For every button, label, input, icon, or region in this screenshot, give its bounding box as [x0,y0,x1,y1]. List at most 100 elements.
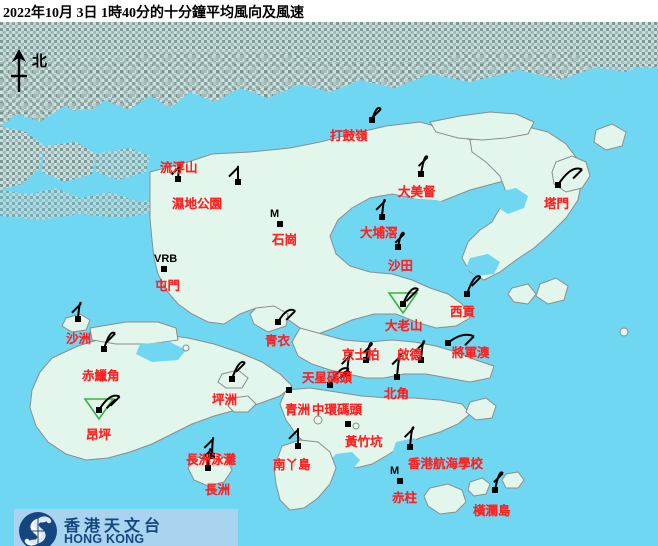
wind-station-24 [203,437,215,459]
wind-barb-shaft [231,361,246,380]
station-label: 流浮山 [160,161,198,175]
wind-station-0 [369,106,382,123]
wind-barb-feather [235,362,246,373]
station-marker [229,376,235,382]
wind-barb-feather [203,438,215,449]
station-label: 坪洲 [212,393,238,407]
station-flag: M [390,465,400,477]
station-label: 昂坪 [86,428,112,442]
wind-station-20 [286,387,292,393]
wind-station-13 [362,342,374,363]
station-label: 青衣 [265,334,291,348]
station-marker [235,179,241,185]
wind-station-11 [71,301,82,322]
wind-barb-feather [371,108,382,119]
station-marker [205,465,211,471]
wind-barb-feather [285,310,296,321]
wind-barb-feather [201,449,212,460]
station-marker [175,176,181,182]
station-marker [369,117,375,123]
wind-barb-feather [470,276,482,287]
logo-title-zh: 香港天文台 [64,518,165,535]
wind-barb-shaft [329,367,350,386]
wind-station-15 [445,333,475,346]
station-label: 西貢 [450,305,476,319]
wind-barb-feather [105,332,116,344]
station-marker [379,214,385,220]
wind-station-6 [277,221,283,227]
station-marker [345,421,351,427]
station-label: 沙洲 [66,332,92,346]
station-label: 沙田 [388,259,414,273]
wind-station-5 [375,198,387,220]
wind-barb-feather [464,335,475,346]
station-marker [394,374,400,380]
station-label: 濕地公園 [172,197,223,211]
station-label: 塔門 [544,197,570,211]
wind-barb-shaft [402,287,419,305]
wind-station-4 [555,167,583,188]
wind-station-1 [170,163,182,182]
wind-barb-shaft [98,394,121,411]
wind-station-2 [228,165,241,185]
north-arrow: 北 [6,48,62,94]
wind-barb-shaft [466,275,482,295]
gale-triangle-icon [83,398,115,421]
wind-barb-feather [340,354,352,365]
station-label: 屯門 [155,279,181,293]
wind-barb-feather [394,233,405,244]
wind-station-8 [161,266,167,272]
wind-map-canvas: 北 打鼓嶺 流浮山 濕地公園 大美督 塔門 大埔滘 石崗 M 沙田 屯門 VRB 西貢 大老山 沙洲 青衣京… [0,22,658,546]
wind-barb-feather [105,398,117,410]
station-marker [445,340,451,346]
station-label: 啟德 [397,348,423,362]
logo-title-en: HONG KONG OBSERVATORY [64,532,145,546]
station-label: 橫瀾島 [473,504,511,518]
station-label: 將軍澳 [452,346,490,360]
wind-station-27 [201,448,212,471]
station-marker [101,346,107,352]
wind-station-12 [275,308,296,325]
wind-barb-feather [228,166,239,178]
wind-barb-feather [170,164,182,176]
station-label: 大埔滘 [360,226,398,240]
wind-station-19 [229,361,246,382]
station-marker [161,266,167,272]
wind-barb-shaft [420,155,429,175]
station-marker [344,371,350,377]
station-flag: VRB [154,253,178,265]
station-label: 赤鱲角 [82,369,120,383]
station-marker [395,244,401,250]
gale-triangle-icon [387,292,419,315]
station-marker [418,171,424,177]
wind-barb-feather [362,343,373,354]
wind-station-7 [394,231,406,250]
wind-barb-feather [339,368,350,379]
wind-station-3 [417,155,429,177]
wind-station-25 [288,427,301,449]
station-marker [96,407,102,413]
wind-barb-feather [391,354,402,366]
station-flag: M [270,208,280,220]
wind-barb-feather [109,396,121,407]
station-label: 打鼓嶺 [330,129,368,143]
wind-station-29 [492,471,504,493]
station-marker [327,382,333,388]
wind-barb-feather [572,168,583,180]
station-label: 赤柱 [392,491,418,505]
station-label: 青洲 [285,403,311,417]
wind-barb-feather [493,472,504,483]
station-marker [400,301,406,307]
station-marker [75,316,81,322]
station-label: 北角 [384,387,410,401]
station-label: 天星碼頭 [302,371,353,385]
station-label: 長洲 [205,483,231,497]
wind-barb-shaft [365,342,374,361]
north-arrow-icon [11,49,27,92]
north-label: 北 [32,54,48,70]
station-label: 南丫島 [273,458,311,472]
wind-station-26 [403,426,415,450]
station-label: 京士柏 [342,348,380,362]
wind-barb-feather [375,200,386,211]
